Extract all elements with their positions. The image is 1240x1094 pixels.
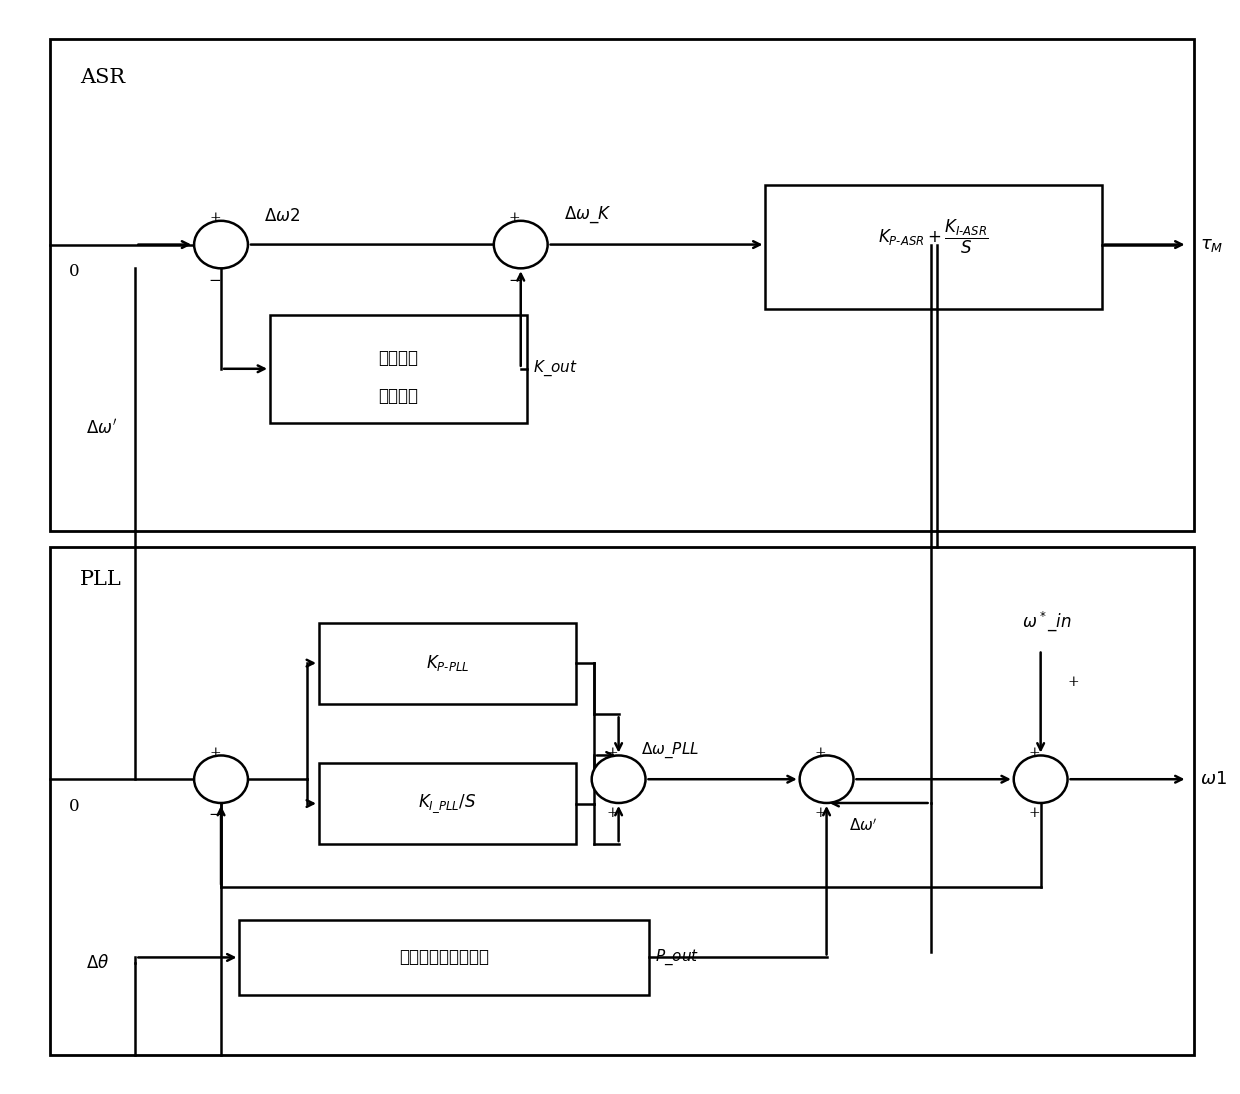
Circle shape — [195, 756, 248, 803]
Text: +: + — [815, 746, 826, 759]
Text: $\Delta\omega2$: $\Delta\omega2$ — [264, 208, 300, 225]
Circle shape — [800, 756, 853, 803]
Text: 速度波动: 速度波动 — [378, 349, 418, 366]
Text: +: + — [1068, 675, 1079, 689]
Text: $P\_out$: $P\_out$ — [655, 947, 699, 967]
Text: $-$: $-$ — [508, 271, 521, 286]
Text: $\Delta\omega'$: $\Delta\omega'$ — [848, 817, 878, 834]
Circle shape — [494, 221, 548, 268]
Text: +: + — [1029, 806, 1040, 820]
Circle shape — [195, 221, 248, 268]
Text: +: + — [606, 806, 619, 820]
Text: $K_{P\text{-}PLL}$: $K_{P\text{-}PLL}$ — [425, 653, 469, 673]
Text: $\Delta\omega'$: $\Delta\omega'$ — [87, 419, 118, 438]
Text: +: + — [508, 211, 521, 225]
Text: 提取算法: 提取算法 — [378, 387, 418, 405]
Text: $K_{P\text{-}ASR}+\dfrac{K_{I\text{-}ASR}}{S}$: $K_{P\text{-}ASR}+\dfrac{K_{I\text{-}ASR… — [878, 218, 990, 256]
Text: +: + — [210, 746, 221, 759]
Text: PLL: PLL — [81, 570, 122, 589]
Circle shape — [1014, 756, 1068, 803]
Text: $\Delta\theta$: $\Delta\theta$ — [87, 954, 109, 971]
Bar — [319, 763, 575, 845]
Text: $-$: $-$ — [208, 806, 222, 820]
Text: ASR: ASR — [81, 68, 125, 86]
Text: $K\_out$: $K\_out$ — [533, 359, 578, 379]
Text: $\omega^*\_in$: $\omega^*\_in$ — [1022, 609, 1071, 633]
Text: $\Delta\omega\_PLL$: $\Delta\omega\_PLL$ — [641, 741, 698, 759]
Bar — [319, 622, 575, 703]
Text: $\tau_M$: $\tau_M$ — [1199, 235, 1223, 254]
Text: $K_{I\_PLL}/S$: $K_{I\_PLL}/S$ — [418, 792, 476, 815]
Text: $\Delta\omega\_K$: $\Delta\omega\_K$ — [563, 205, 611, 225]
Text: $\omega1$: $\omega1$ — [1199, 770, 1226, 788]
Text: +: + — [606, 746, 619, 759]
Text: 0: 0 — [69, 263, 79, 280]
Bar — [270, 315, 527, 422]
Text: 轴误差波动滤除算法: 轴误差波动滤除算法 — [399, 948, 490, 966]
Text: +: + — [1029, 746, 1040, 759]
Text: $-$: $-$ — [208, 271, 222, 286]
Text: +: + — [815, 806, 826, 820]
Bar — [765, 185, 1102, 310]
Circle shape — [591, 756, 646, 803]
Bar — [50, 547, 1194, 1055]
Text: 0: 0 — [69, 798, 79, 815]
Bar — [239, 920, 650, 996]
Bar — [50, 39, 1194, 531]
Text: +: + — [210, 211, 221, 225]
